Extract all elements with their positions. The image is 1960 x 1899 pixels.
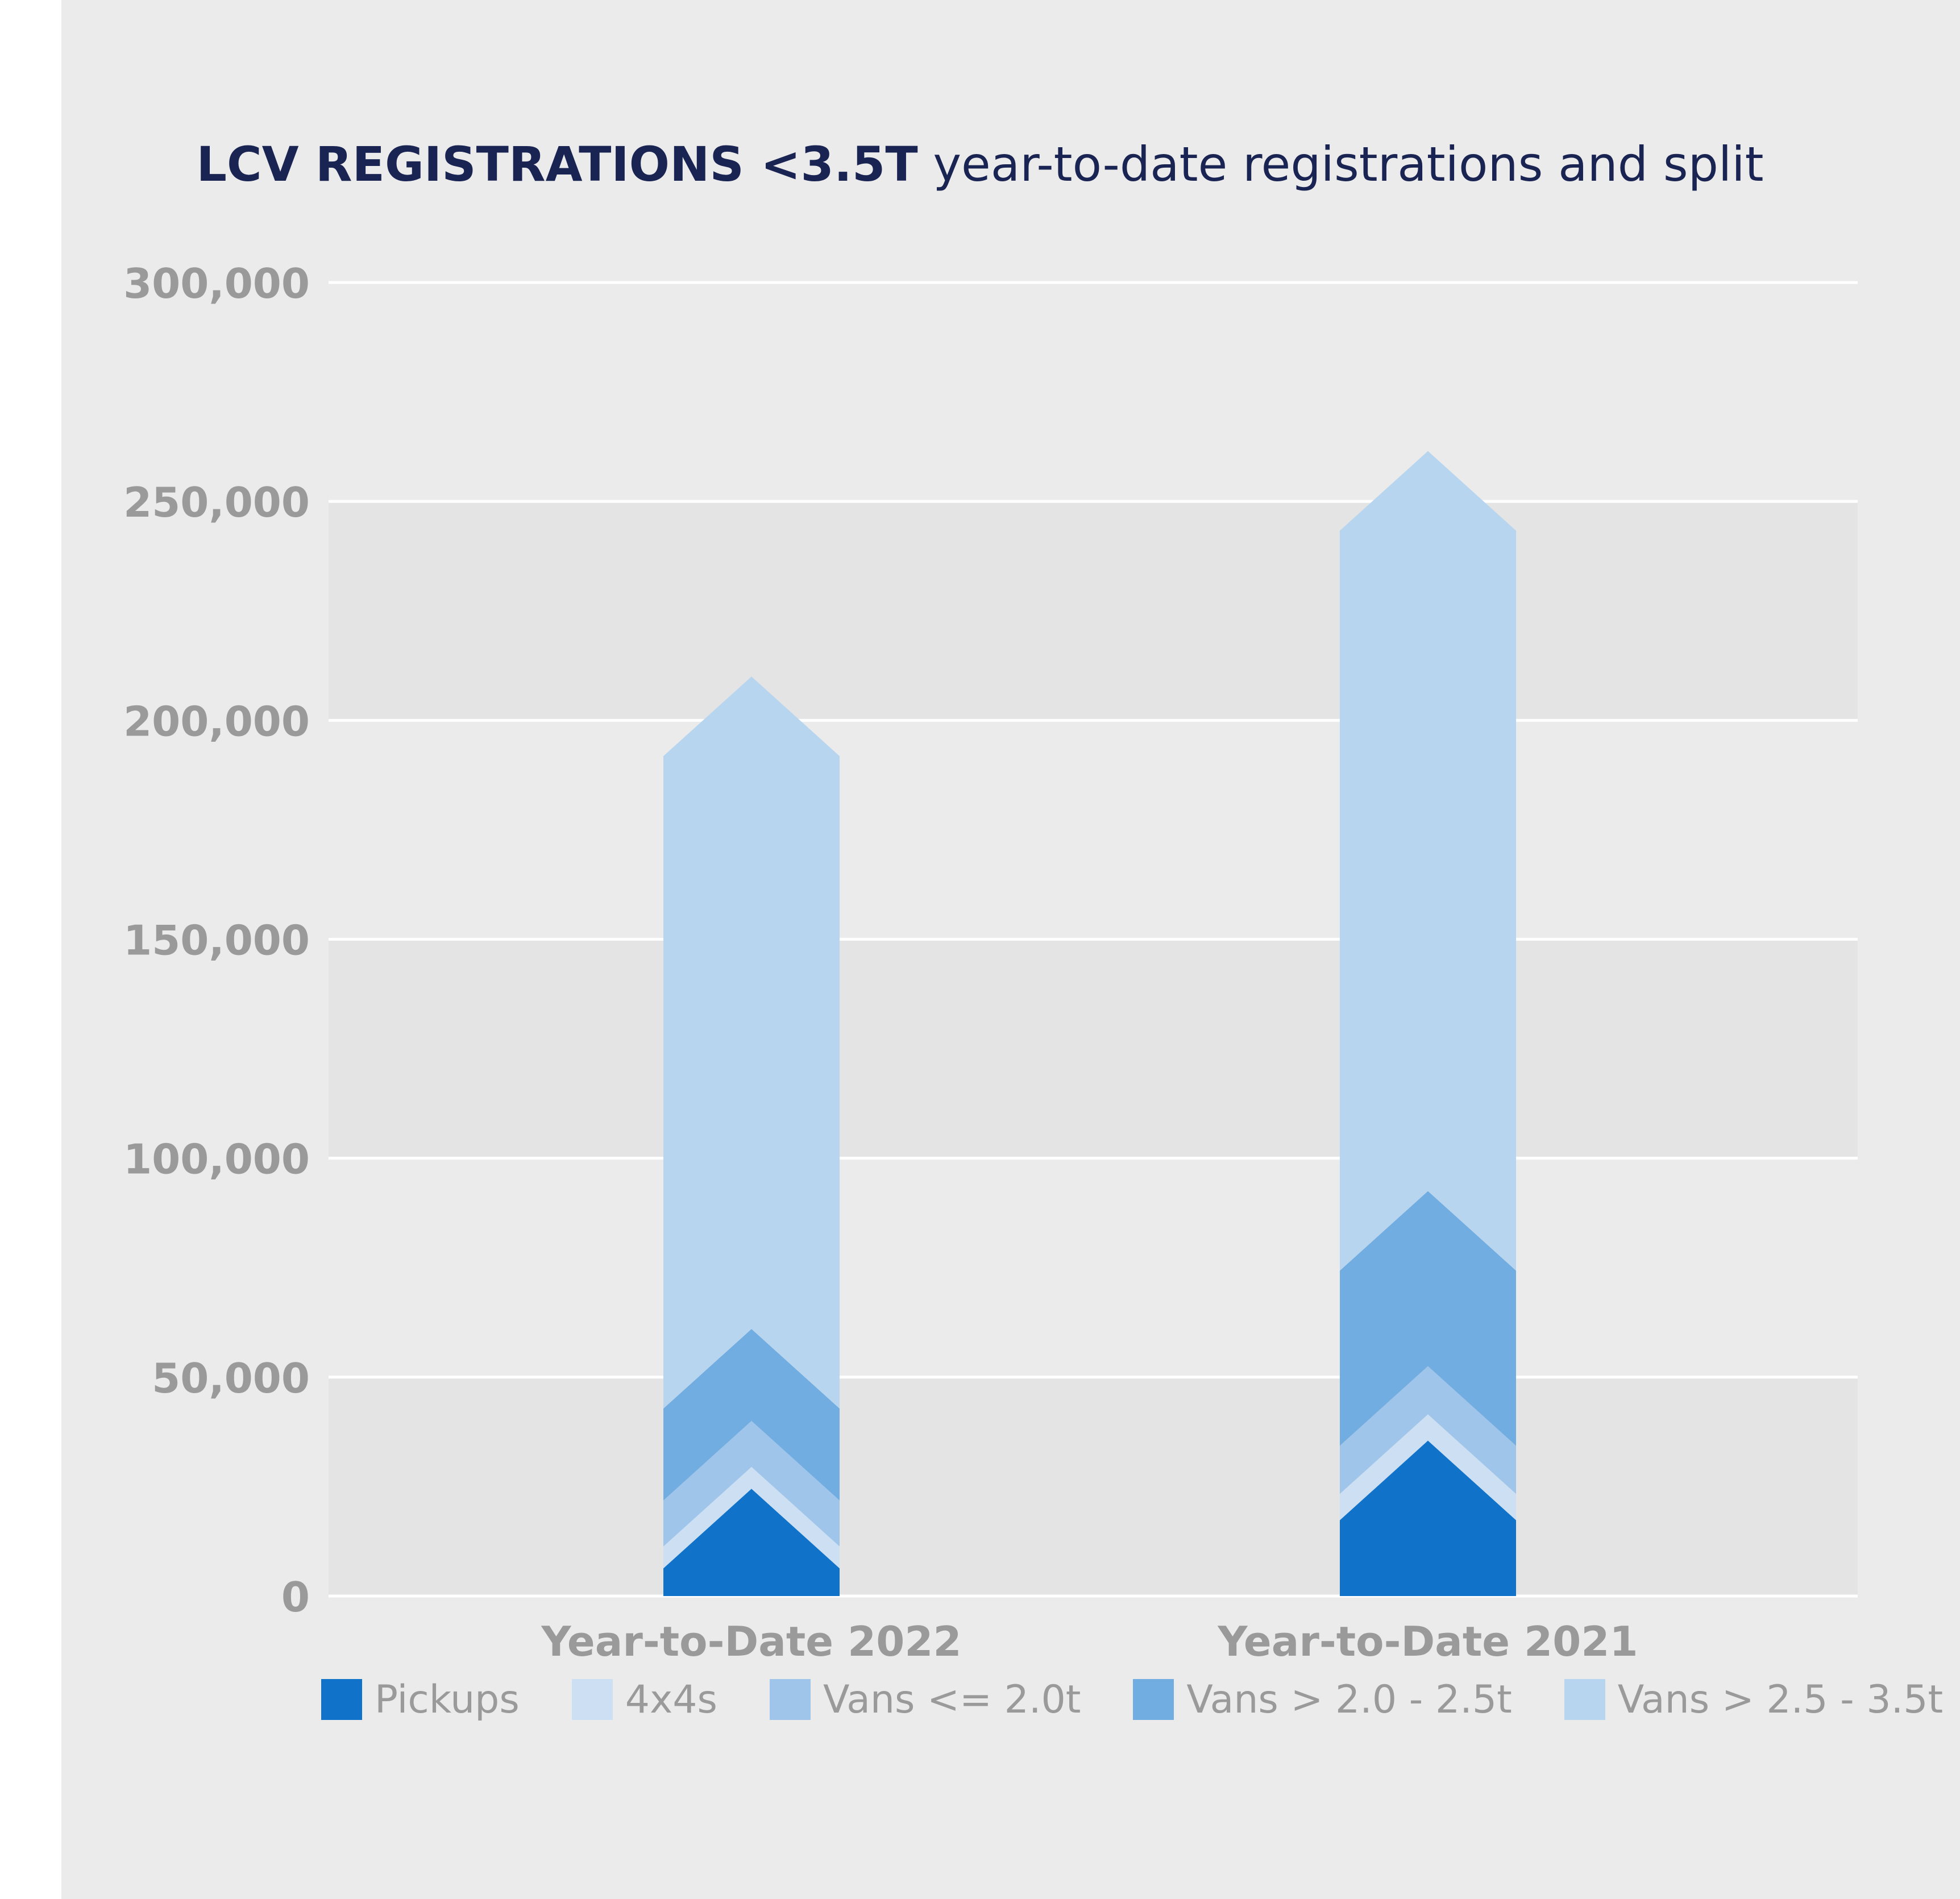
legend-swatch <box>321 1679 362 1720</box>
grid-bands <box>329 501 1858 1596</box>
bar-segment <box>663 1420 840 1547</box>
y-tick-label: 150,000 <box>123 917 310 965</box>
legend-label: Vans > 2.0 - 2.5t <box>1186 1677 1512 1722</box>
bar-segment <box>1340 1366 1516 1494</box>
y-tick-label: 0 <box>281 1573 310 1621</box>
legend-label: Vans > 2.5 - 3.5t <box>1617 1677 1944 1722</box>
y-tick-label: 300,000 <box>123 260 310 308</box>
legend-swatch <box>769 1679 811 1720</box>
bars <box>663 451 1516 1596</box>
bar-segment <box>1340 1414 1516 1520</box>
x-axis-labels: Year-to-Date 2022 Year-to-Date 2021 <box>541 1618 1638 1665</box>
legend-label: 4x4s <box>625 1677 717 1722</box>
legend-item: Vans <= 2.0t <box>769 1677 1081 1722</box>
x-tick-label: Year-to-Date 2022 <box>541 1618 961 1665</box>
legend-item: Vans > 2.0 - 2.5t <box>1133 1677 1512 1722</box>
legend-swatch <box>1133 1679 1174 1720</box>
legend-item: Pickups <box>321 1677 520 1722</box>
y-axis-ticks: 0 50,000 100,000 150,000 200,000 250,000 300,0… <box>123 260 310 1621</box>
y-tick-label: 100,000 <box>123 1136 310 1183</box>
bar-segment <box>663 1329 840 1501</box>
y-tick-label: 250,000 <box>123 479 310 526</box>
grid-band <box>329 939 1858 1158</box>
legend-swatch <box>571 1679 613 1720</box>
legend-item: 4x4s <box>571 1677 717 1722</box>
chart-title-subtitle: year-to-date registrations and split <box>933 136 1764 192</box>
chart-title: LCV REGISTRATIONS <3.5T year-to-date reg… <box>0 136 1960 192</box>
bar-segment <box>663 1466 840 1569</box>
grid-band <box>329 501 1858 721</box>
bar-segment <box>663 1489 840 1596</box>
bar-segment <box>663 676 840 1409</box>
legend-item: Vans > 2.5 - 3.5t <box>1564 1677 1943 1722</box>
legend: Pickups 4x4s Vans <= 2.0t Vans > 2.0 - 2.5t… <box>321 1674 1943 1725</box>
bar-segment <box>1340 1440 1516 1596</box>
legend-label: Pickups <box>375 1677 520 1722</box>
y-tick-label: 200,000 <box>123 697 310 745</box>
bar-segment <box>1340 1191 1516 1446</box>
bar-segment <box>1340 451 1516 1271</box>
x-tick-label: Year-to-Date 2021 <box>1217 1618 1638 1665</box>
y-tick-label: 50,000 <box>152 1354 310 1402</box>
grid-lines <box>329 281 1858 1598</box>
grid-band <box>329 1377 1858 1596</box>
legend-label: Vans <= 2.0t <box>823 1677 1081 1722</box>
legend-swatch <box>1564 1679 1605 1720</box>
chart-title-bold: LCV REGISTRATIONS <3.5T <box>196 136 918 192</box>
